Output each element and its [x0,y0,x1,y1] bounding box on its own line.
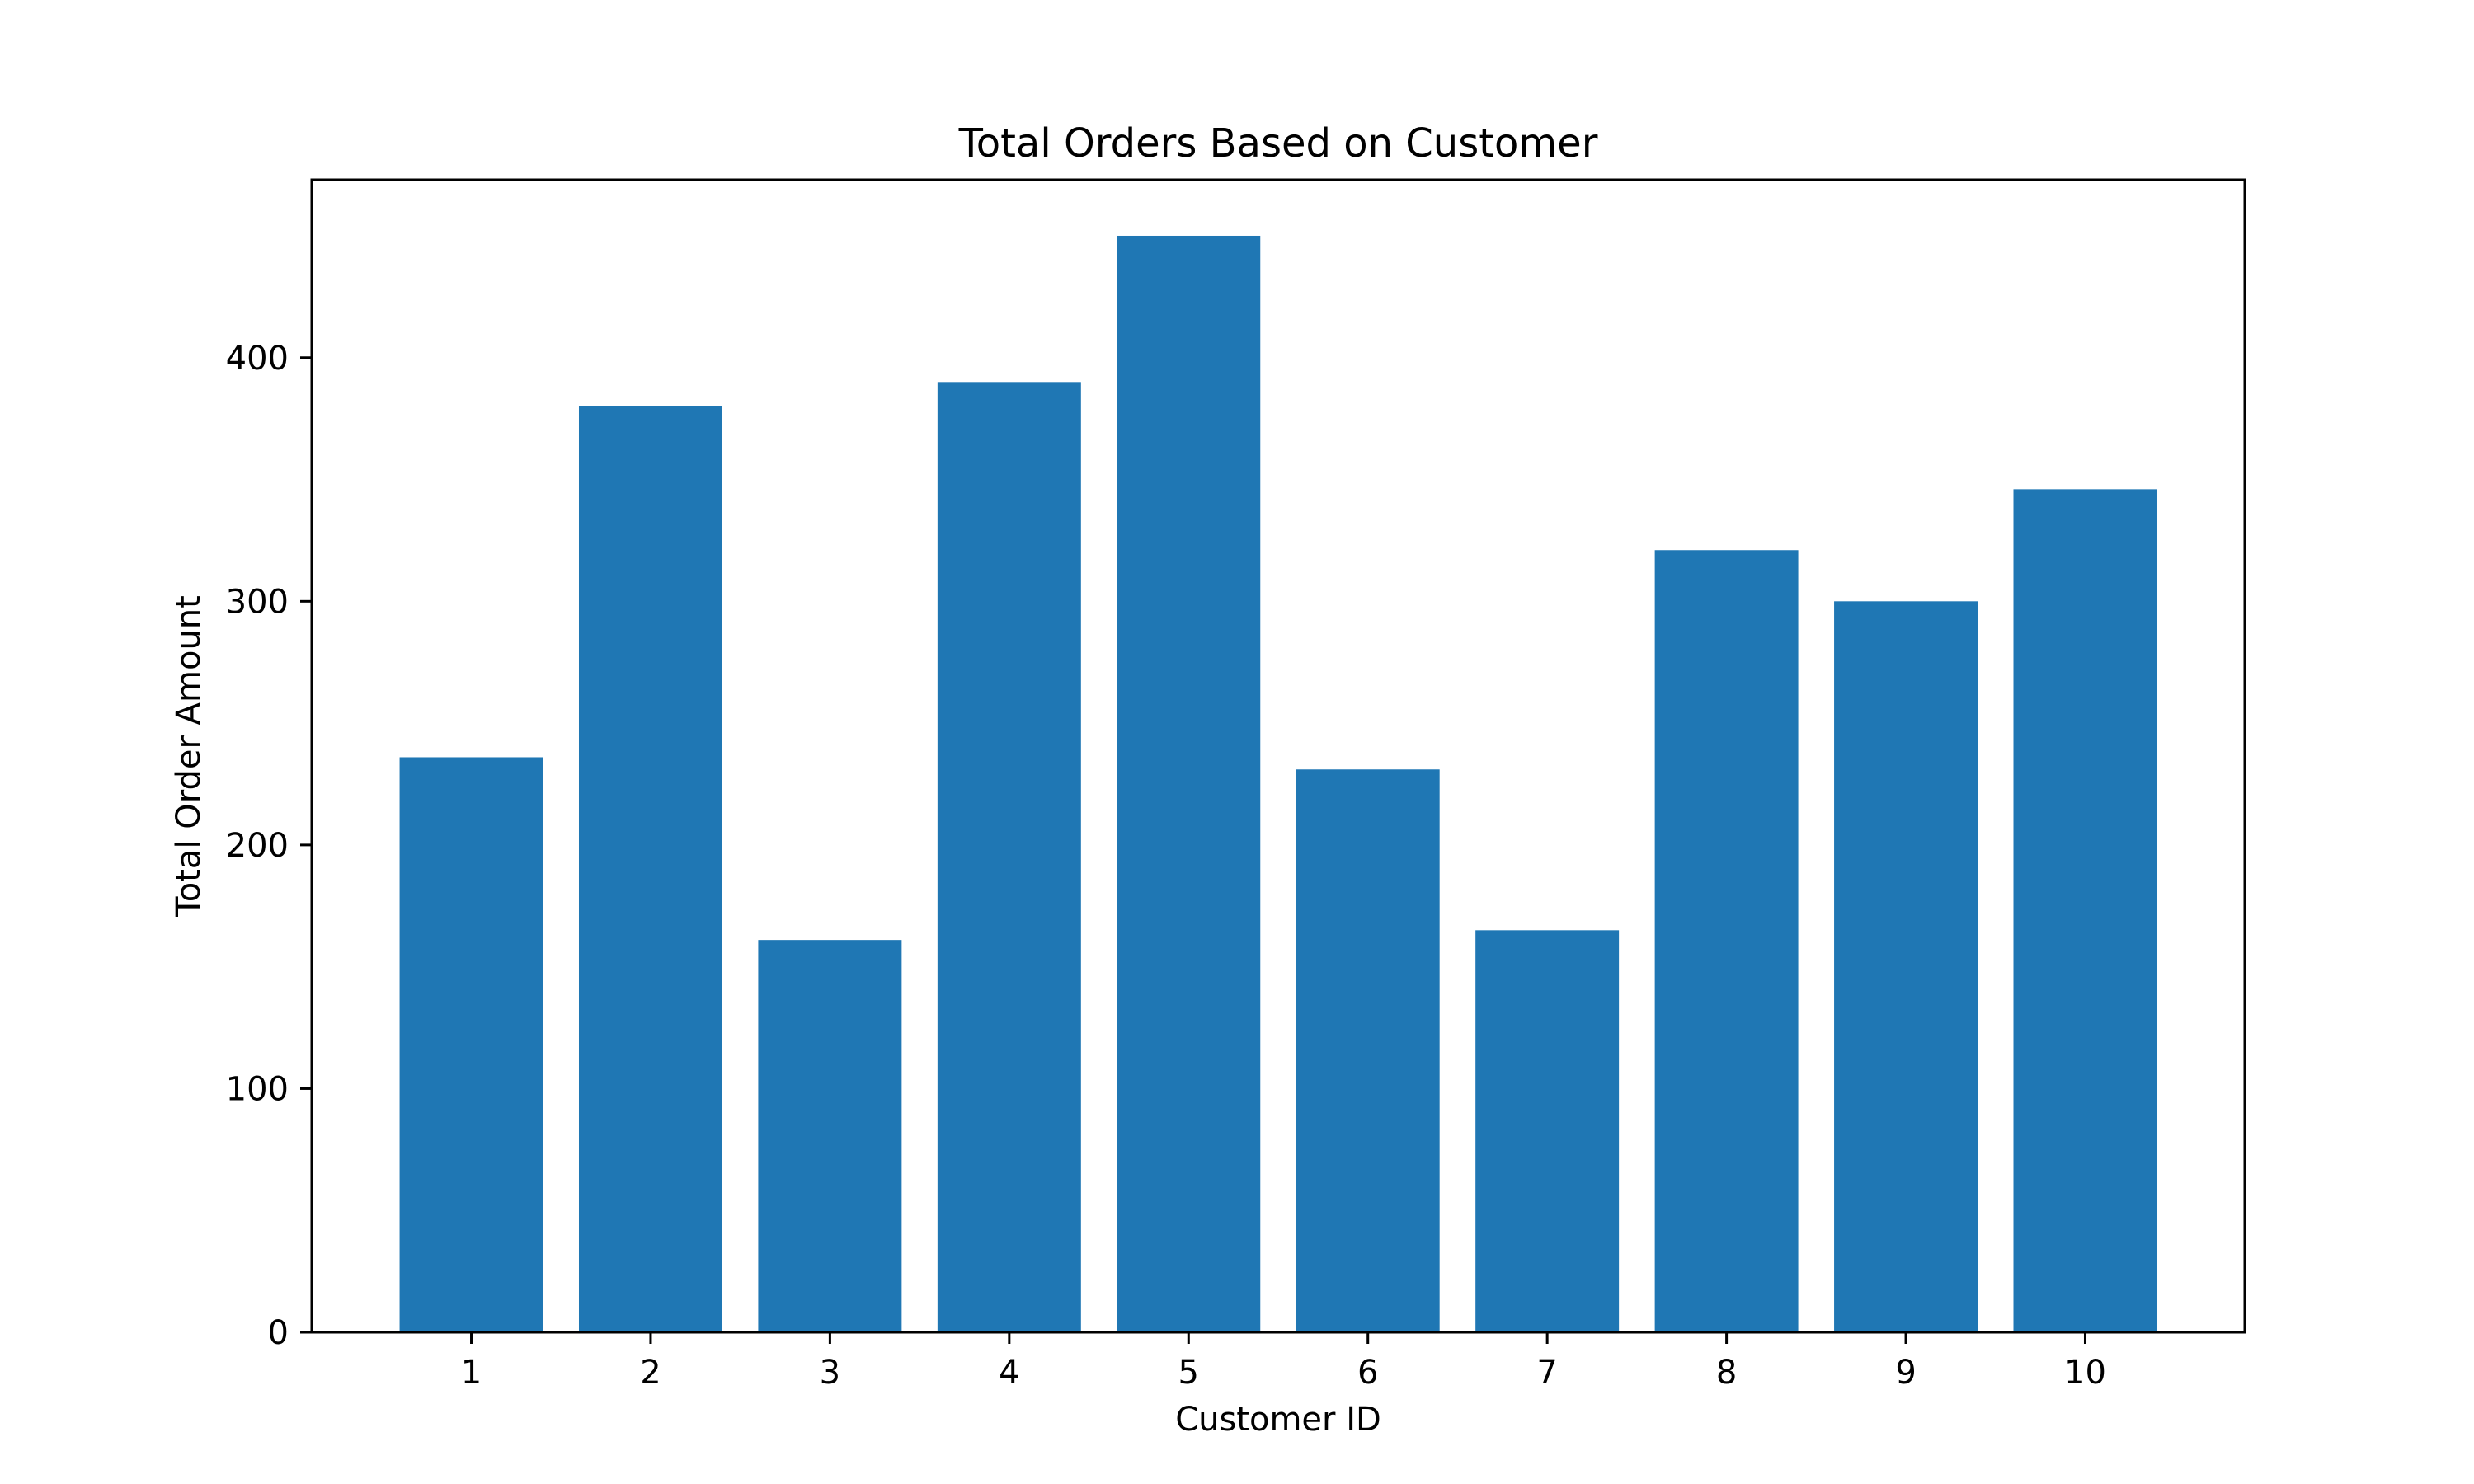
y-tick-label: 300 [226,583,289,621]
x-tick-label: 1 [461,1354,482,1392]
bar-customer-3 [758,940,902,1332]
x-axis-label: Customer ID [1175,1401,1381,1439]
x-axis-ticks: 1 2 3 4 5 6 7 8 9 10 [461,1332,2106,1392]
bar-customer-4 [937,382,1081,1332]
bar-customer-9 [1834,601,1978,1332]
y-tick-label: 400 [226,340,289,378]
bar-customer-5 [1117,235,1261,1333]
x-tick-label: 8 [1716,1354,1737,1392]
plot-frame [310,178,2246,1334]
y-axis-ticks: 0 100 200 300 400 [226,340,312,1352]
x-tick-label: 6 [1357,1354,1378,1392]
x-tick-label: 5 [1178,1354,1199,1392]
bar-customer-8 [1654,550,1799,1332]
bar-customer-6 [1296,769,1440,1332]
y-tick-label: 200 [226,827,289,865]
y-tick-label: 100 [226,1070,289,1108]
x-tick-label: 2 [640,1354,661,1392]
y-tick-label: 0 [268,1314,289,1352]
x-tick-label: 4 [999,1354,1019,1392]
bar-customer-7 [1475,930,1620,1332]
x-tick-label: 9 [1895,1354,1916,1392]
bar-customer-1 [399,757,543,1332]
bars-group [399,235,2157,1333]
bar-customer-10 [2013,489,2157,1332]
x-tick-label: 7 [1536,1354,1557,1392]
y-axis-label: Total Order Amount [170,595,208,918]
bar-customer-2 [578,406,722,1332]
chart-title: Total Orders Based on Customer [958,120,1598,167]
x-tick-label: 10 [2064,1354,2106,1392]
x-tick-label: 3 [820,1354,840,1392]
